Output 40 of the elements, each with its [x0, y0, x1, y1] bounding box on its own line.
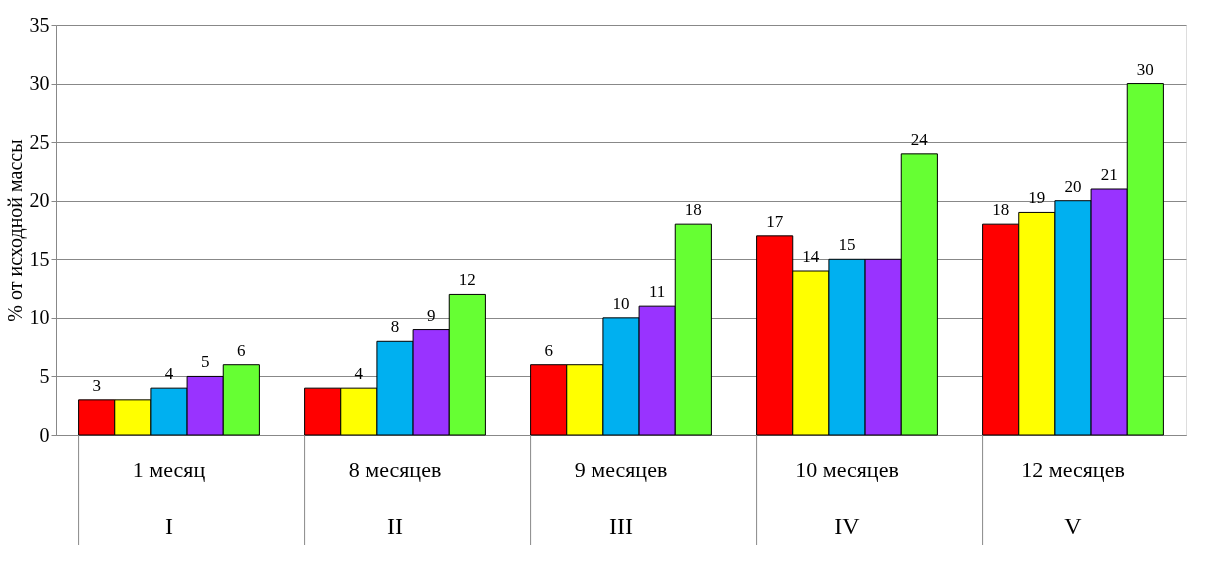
data-label: 21 [1100, 165, 1118, 184]
y-axis-title: % от исходной массы [3, 139, 27, 322]
x-tick-label: 9 месяцев [574, 457, 668, 482]
data-label: 8 [390, 317, 400, 337]
x-tick-label: 8 месяцев [348, 457, 442, 482]
y-tick-label: 0 [39, 423, 50, 446]
data-label: 14 [802, 247, 820, 266]
data-label: 6 [544, 340, 553, 360]
text: V [1064, 513, 1083, 539]
x-tick-label: 1 месяц [132, 457, 206, 482]
data-label: 24 [910, 129, 929, 149]
data-label: 10 [612, 293, 630, 313]
data-label: 18 [684, 200, 702, 220]
data-label: 19 [1028, 188, 1046, 208]
data-label: 17 [766, 211, 784, 231]
y-tick-label: 30 [29, 72, 50, 95]
data-label: 11 [648, 282, 666, 302]
data-label: 3 [92, 375, 101, 395]
data-label: 18 [992, 200, 1010, 220]
data-label: 5 [200, 352, 210, 372]
data-label: 12 [458, 270, 476, 290]
x-tick-label: 10 месяцев [795, 457, 899, 482]
data-label: 9 [426, 305, 436, 325]
data-label: 4 [354, 364, 364, 384]
data-label: 6 [237, 340, 246, 360]
y-tick-label: 10 [29, 306, 50, 329]
y-tick-label: 5 [39, 364, 50, 387]
data-label: 20 [1064, 176, 1082, 196]
text: IV [834, 513, 861, 539]
data-label: 30 [1136, 59, 1154, 79]
text: I [165, 513, 173, 539]
x-tick-label: 12 месяцев [1021, 457, 1125, 482]
y-tick-label: 25 [29, 130, 50, 153]
y-tick-label: 20 [29, 189, 50, 212]
text: III [609, 513, 633, 539]
data-label: 4 [164, 364, 174, 384]
y-tick-label: 35 [29, 13, 50, 36]
y-tick-label: 15 [29, 247, 50, 270]
text: II [387, 513, 403, 539]
data-label: 15 [838, 235, 856, 255]
